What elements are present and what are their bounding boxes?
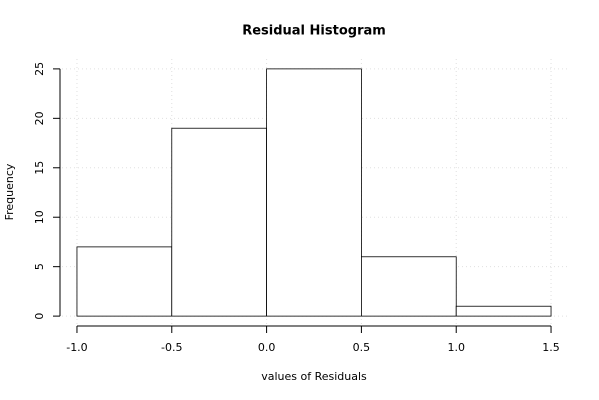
- y-tick-label: 20: [33, 111, 46, 125]
- bar: [361, 256, 457, 317]
- y-axis-label: Frequency: [3, 163, 16, 220]
- y-tick-label: 5: [33, 263, 46, 270]
- x-tick-label: -1.0: [66, 341, 87, 354]
- y-tick-label: 10: [33, 210, 46, 224]
- x-tick-label: 1.0: [447, 341, 465, 354]
- x-tick-label: 1.5: [542, 341, 560, 354]
- x-axis-label: values of Residuals: [261, 370, 367, 383]
- chart-title: Residual Histogram: [242, 24, 386, 39]
- bar: [455, 305, 552, 317]
- x-tick-label: 0.0: [258, 341, 276, 354]
- y-tick-label: 15: [33, 161, 46, 175]
- y-tick-label: 0: [33, 313, 46, 320]
- bar: [76, 246, 173, 317]
- bar: [266, 68, 362, 317]
- y-tick-label: 25: [33, 62, 46, 76]
- x-tick-label: -0.5: [161, 341, 182, 354]
- x-tick-label: 0.5: [353, 341, 371, 354]
- bar: [171, 127, 267, 317]
